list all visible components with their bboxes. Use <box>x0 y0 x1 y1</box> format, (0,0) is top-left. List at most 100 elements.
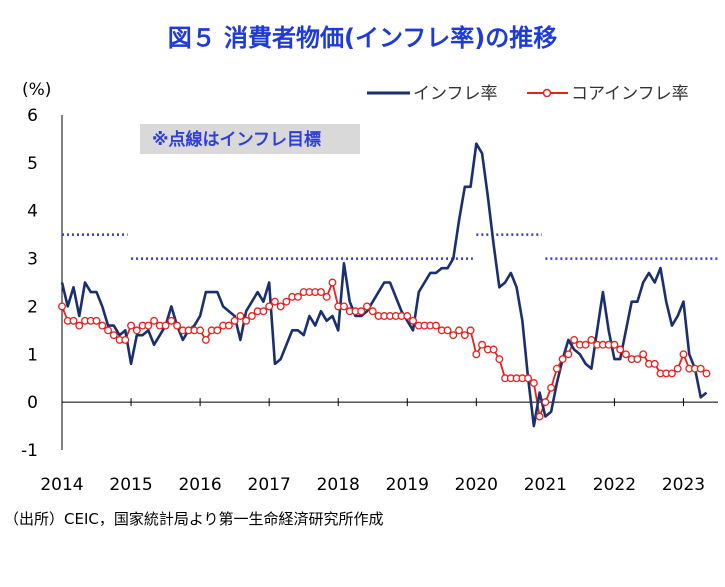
chart-title: 図５ 消費者物価(インフレ率)の推移 <box>167 24 558 52</box>
core-inflation-point <box>213 326 222 335</box>
y-tick-label: 2 <box>27 297 38 317</box>
core-inflation-point <box>121 335 130 344</box>
core-inflation-point <box>368 307 377 316</box>
core-inflation-point <box>98 321 107 330</box>
core-inflation-point <box>547 383 556 392</box>
x-tick-label: 2017 <box>248 475 291 495</box>
core-inflation-point <box>478 340 487 349</box>
core-inflation-point <box>144 321 153 330</box>
x-tick-label: 2022 <box>593 475 636 495</box>
core-inflation-point <box>259 307 268 316</box>
core-inflation-point <box>529 379 538 387</box>
core-inflation-point <box>668 369 676 378</box>
core-inflation-point <box>616 345 625 354</box>
core-inflation-point <box>673 364 682 373</box>
core-inflation-point <box>460 331 469 340</box>
legend-core-label: コアインフレ率 <box>571 84 689 104</box>
core-inflation-point <box>75 321 84 330</box>
core-inflation-point <box>265 302 274 311</box>
core-inflation-point <box>328 278 337 287</box>
core-inflation-point <box>552 364 561 373</box>
core-inflation-point <box>316 288 325 297</box>
annotation-text: ※点線はインフレ目標 <box>152 129 321 150</box>
x-tick-label: 2021 <box>524 475 567 495</box>
core-inflation-point <box>109 331 118 340</box>
core-inflation-point <box>230 316 239 325</box>
core-inflation-point <box>270 297 279 306</box>
core-inflation-point <box>564 350 573 359</box>
core-inflation-point <box>403 312 412 320</box>
core-inflation-point <box>472 350 481 359</box>
core-inflation-point <box>236 312 245 320</box>
core-inflation-point <box>196 326 205 335</box>
x-tick-label: 2018 <box>317 475 360 495</box>
core-inflation-point <box>587 335 596 344</box>
core-inflation-point <box>127 321 136 330</box>
core-inflation-point <box>409 316 417 325</box>
core-inflation-point <box>679 350 688 359</box>
series-lines <box>60 142 708 428</box>
core-inflation-point <box>489 345 498 354</box>
source-note: （出所）CEIC，国家統計局より第一生命経済研究所作成 <box>4 510 384 528</box>
core-inflation-point <box>58 302 66 311</box>
inflation-target-lines <box>62 233 718 260</box>
core-inflation-point <box>535 412 544 421</box>
core-inflation-point <box>495 355 504 364</box>
core-inflation-point <box>293 292 302 301</box>
core-inflation-point <box>633 355 642 364</box>
core-inflation-point <box>650 359 659 368</box>
legend: インフレ率 コアインフレ率 <box>367 84 689 104</box>
y-tick-label: -1 <box>21 441 38 461</box>
annotation-box: ※点線はインフレ目標 <box>140 124 360 154</box>
core-inflation-markers <box>58 278 711 421</box>
y-tick-label: 0 <box>27 393 38 413</box>
core-inflation-point <box>455 326 464 335</box>
core-inflation-point <box>167 316 176 325</box>
legend-inflation-label: インフレ率 <box>413 84 498 104</box>
core-inflation-point <box>161 321 170 330</box>
y-tick-label: 3 <box>27 250 38 270</box>
core-inflation-point <box>610 340 619 349</box>
y-tick-label: 4 <box>27 202 38 222</box>
y-axis-ticks: 6 5 4 3 2 1 0 -1 <box>21 106 38 461</box>
core-inflation-point <box>282 297 291 306</box>
core-inflation-point <box>104 326 112 335</box>
core-inflation-point <box>466 326 475 335</box>
core-inflation-point <box>92 316 101 325</box>
x-tick-label: 2016 <box>178 475 221 495</box>
core-inflation-point <box>363 302 371 311</box>
core-inflation-point <box>173 321 182 330</box>
core-inflation-point <box>340 302 348 311</box>
core-inflation-point <box>69 316 78 325</box>
core-inflation-point <box>132 326 141 335</box>
core-inflation-line <box>61 279 708 420</box>
x-tick-label: 2020 <box>455 475 498 495</box>
core-inflation-point <box>570 335 579 344</box>
core-inflation-point <box>702 369 711 378</box>
x-tick-label: 2015 <box>109 475 152 495</box>
core-inflation-point <box>357 307 366 316</box>
core-inflation-point <box>242 316 251 325</box>
core-inflation-point <box>581 340 590 349</box>
core-inflation-point <box>322 292 331 301</box>
core-inflation-point <box>541 398 550 407</box>
core-inflation-point <box>150 316 159 325</box>
core-inflation-point <box>201 335 210 344</box>
core-inflation-point <box>247 312 256 320</box>
y-tick-label: 6 <box>27 106 38 126</box>
core-inflation-point <box>432 321 440 330</box>
x-tick-label: 2023 <box>662 475 705 495</box>
core-inflation-point <box>558 355 567 364</box>
core-inflation-point <box>449 331 458 340</box>
inflation-line <box>60 142 708 428</box>
x-axis-ticks: 2014 2015 2016 2017 2018 2019 2020 2021 2022 2023 <box>40 398 705 495</box>
legend-core-marker <box>542 88 552 98</box>
core-inflation-point <box>524 374 533 383</box>
y-axis-label: (%) <box>22 80 51 100</box>
y-tick-label: 1 <box>27 345 38 365</box>
core-inflation-point <box>639 350 648 359</box>
core-inflation-point <box>276 302 285 311</box>
x-tick-label: 2014 <box>40 475 83 495</box>
core-inflation-point <box>224 321 233 330</box>
